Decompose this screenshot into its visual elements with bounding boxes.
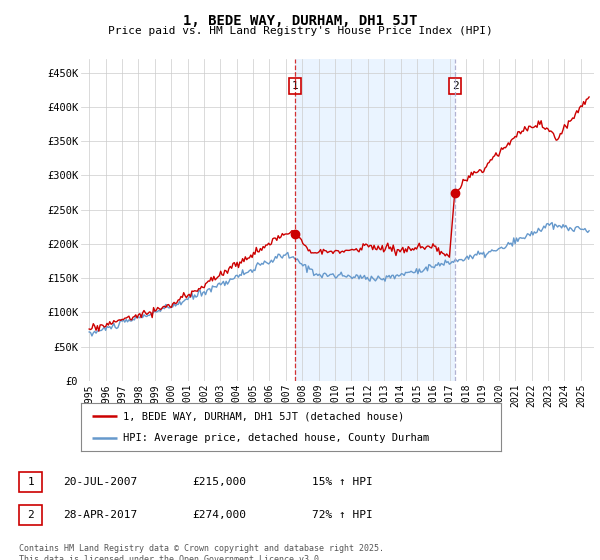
Text: 20-JUL-2007: 20-JUL-2007 bbox=[63, 477, 137, 487]
Text: 2: 2 bbox=[452, 81, 458, 91]
Text: Price paid vs. HM Land Registry's House Price Index (HPI): Price paid vs. HM Land Registry's House … bbox=[107, 26, 493, 36]
Text: Contains HM Land Registry data © Crown copyright and database right 2025.
This d: Contains HM Land Registry data © Crown c… bbox=[19, 544, 384, 560]
Text: HPI: Average price, detached house, County Durham: HPI: Average price, detached house, Coun… bbox=[123, 433, 429, 443]
Text: 28-APR-2017: 28-APR-2017 bbox=[63, 510, 137, 520]
Text: 1: 1 bbox=[27, 477, 34, 487]
Text: 1, BEDE WAY, DURHAM, DH1 5JT (detached house): 1, BEDE WAY, DURHAM, DH1 5JT (detached h… bbox=[123, 411, 404, 421]
Text: 15% ↑ HPI: 15% ↑ HPI bbox=[312, 477, 373, 487]
Text: 2: 2 bbox=[27, 510, 34, 520]
Text: £274,000: £274,000 bbox=[192, 510, 246, 520]
Text: £215,000: £215,000 bbox=[192, 477, 246, 487]
Text: 1: 1 bbox=[292, 81, 298, 91]
Bar bbox=[295, 59, 455, 381]
Text: 72% ↑ HPI: 72% ↑ HPI bbox=[312, 510, 373, 520]
Text: 1, BEDE WAY, DURHAM, DH1 5JT: 1, BEDE WAY, DURHAM, DH1 5JT bbox=[183, 14, 417, 28]
